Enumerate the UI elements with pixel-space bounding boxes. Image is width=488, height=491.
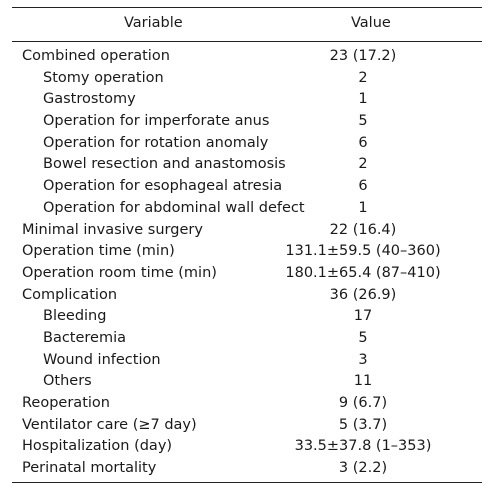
value-cell: 1: [358, 199, 368, 216]
table-row: Ventilator care (≥7 day) 5 (3.7): [12, 415, 482, 437]
variable-cell: Gastrostomy: [43, 91, 136, 108]
table-row: Operation for abdominal wall defect 1: [12, 198, 482, 220]
variable-cell: Bowel resection and anastomosis: [43, 156, 286, 173]
variable-cell: Bleeding: [43, 308, 107, 325]
variable-cell: Combined operation: [22, 48, 170, 64]
variable-cell: Minimal invasive surgery: [22, 221, 203, 238]
table-row: Bowel resection and anastomosis 2: [12, 154, 482, 176]
header-variable: Variable: [124, 15, 183, 31]
value-cell: 23 (17.2): [329, 48, 397, 64]
table-row: Hospitalization (day) 33.5±37.8 (1–353): [12, 436, 482, 458]
table-row: Bacteremia 5: [12, 328, 482, 350]
variable-cell: Operation room time (min): [22, 264, 217, 281]
table-header: Variable Value: [12, 8, 482, 41]
header-value: Value: [351, 15, 391, 31]
value-cell: 5: [358, 113, 368, 130]
value-cell: 2: [358, 69, 368, 86]
table-row: Operation room time (min) 180.1±65.4 (87…: [12, 263, 482, 285]
variable-cell: Bacteremia: [43, 329, 127, 346]
variable-cell: Operation for abdominal wall defect: [43, 199, 305, 216]
variable-cell: Ventilator care (≥7 day): [22, 416, 197, 433]
variable-cell: Operation for rotation anomaly: [43, 134, 269, 151]
table-row: Combined operation 23 (17.2): [12, 46, 482, 68]
table-row: Bleeding 17: [12, 306, 482, 328]
table-row: Perinatal mortality 3 (2.2): [12, 458, 482, 480]
table-row: Others 11: [12, 371, 482, 393]
value-cell: 5 (3.7): [338, 416, 388, 433]
table-row: Operation for esophageal atresia 6: [12, 176, 482, 198]
value-cell: 6: [358, 178, 368, 195]
variable-cell: Wound infection: [43, 351, 161, 368]
table-body: Combined operation 23 (17.2) Stomy opera…: [12, 46, 482, 480]
value-cell: 36 (26.9): [329, 286, 397, 303]
value-cell: 11: [353, 373, 373, 390]
variable-cell: Hospitalization (day): [22, 438, 173, 455]
value-cell: 5: [358, 329, 368, 346]
table-row: Complication 36 (26.9): [12, 285, 482, 307]
table-row: Minimal invasive surgery 22 (16.4): [12, 220, 482, 242]
table-bottom-rule: [12, 482, 482, 483]
variable-cell: Reoperation: [22, 395, 110, 411]
table-row: Operation for imperforate anus 5: [12, 111, 482, 133]
variable-cell: Stomy operation: [43, 69, 164, 86]
value-cell: 3 (2.2): [338, 460, 388, 477]
variable-cell: Operation for imperforate anus: [43, 113, 270, 130]
variable-cell: Complication: [22, 286, 118, 303]
table-row: Stomy operation 2: [12, 68, 482, 90]
variable-cell: Operation for esophageal atresia: [43, 178, 283, 195]
value-cell: 1: [358, 91, 368, 108]
table-row: Operation for rotation anomaly 6: [12, 133, 482, 155]
variable-cell: Others: [43, 373, 92, 390]
value-cell: 17: [353, 308, 373, 325]
variable-cell: Perinatal mortality: [22, 460, 157, 477]
table-top-rule: [12, 7, 482, 8]
variable-cell: Operation time (min): [22, 243, 175, 260]
table-row: Gastrostomy 1: [12, 89, 482, 111]
value-cell: 6: [358, 134, 368, 151]
value-cell: 9 (6.7): [338, 395, 388, 411]
value-cell: 131.1±59.5 (40–360): [285, 243, 441, 260]
value-cell: 3: [358, 351, 368, 368]
value-cell: 2: [358, 156, 368, 173]
table-row: Operation time (min) 131.1±59.5 (40–360): [12, 241, 482, 263]
table-header-rule: [12, 41, 482, 42]
value-cell: 22 (16.4): [329, 221, 397, 238]
table-row: Reoperation 9 (6.7): [12, 393, 482, 415]
table-row: Wound infection 3: [12, 350, 482, 372]
value-cell: 33.5±37.8 (1–353): [294, 438, 432, 455]
value-cell: 180.1±65.4 (87–410): [285, 264, 441, 281]
